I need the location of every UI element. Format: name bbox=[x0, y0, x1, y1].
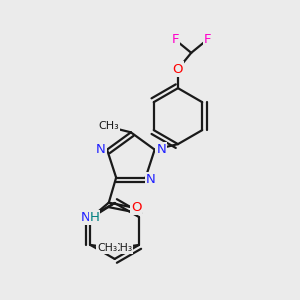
Text: CH₃: CH₃ bbox=[112, 243, 132, 253]
Text: O: O bbox=[131, 201, 141, 214]
Text: CH₃: CH₃ bbox=[97, 243, 117, 253]
Text: N: N bbox=[81, 211, 91, 224]
Text: F: F bbox=[204, 33, 211, 46]
Text: O: O bbox=[173, 62, 183, 76]
Text: N: N bbox=[96, 143, 106, 156]
Text: CH₃: CH₃ bbox=[98, 121, 119, 131]
Text: N: N bbox=[156, 143, 166, 156]
Text: F: F bbox=[171, 33, 179, 46]
Text: H: H bbox=[89, 211, 99, 224]
Text: N: N bbox=[146, 172, 156, 186]
